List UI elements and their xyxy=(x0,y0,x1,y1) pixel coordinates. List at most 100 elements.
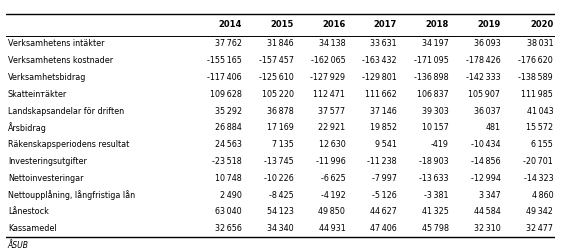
Text: -163 432: -163 432 xyxy=(362,56,397,65)
Text: 63 040: 63 040 xyxy=(215,207,242,216)
Text: -12 994: -12 994 xyxy=(471,174,500,183)
Text: -5 126: -5 126 xyxy=(373,190,397,200)
Text: 111 985: 111 985 xyxy=(521,90,553,99)
Text: Verksamhetens kostnader: Verksamhetens kostnader xyxy=(8,56,113,65)
Text: ÅSUB: ÅSUB xyxy=(8,241,29,250)
Text: 2018: 2018 xyxy=(425,20,449,29)
Text: 47 406: 47 406 xyxy=(370,224,397,233)
Text: Verksamhetsbidrag: Verksamhetsbidrag xyxy=(8,73,86,82)
Text: -178 426: -178 426 xyxy=(466,56,500,65)
Text: -3 381: -3 381 xyxy=(424,190,449,200)
Text: -6 625: -6 625 xyxy=(321,174,346,183)
Text: -127 929: -127 929 xyxy=(310,73,346,82)
Text: -162 065: -162 065 xyxy=(311,56,346,65)
Text: -142 333: -142 333 xyxy=(466,73,500,82)
Text: 37 762: 37 762 xyxy=(215,40,242,48)
Text: -14 323: -14 323 xyxy=(523,174,553,183)
Text: 37 146: 37 146 xyxy=(370,106,397,116)
Text: 2016: 2016 xyxy=(322,20,346,29)
Text: 9 541: 9 541 xyxy=(375,140,397,149)
Text: -129 801: -129 801 xyxy=(362,73,397,82)
Text: 54 123: 54 123 xyxy=(267,207,294,216)
Text: -155 165: -155 165 xyxy=(207,56,242,65)
Text: 105 907: 105 907 xyxy=(468,90,500,99)
Text: -157 457: -157 457 xyxy=(259,56,294,65)
Text: -7 997: -7 997 xyxy=(372,174,397,183)
Text: 36 093: 36 093 xyxy=(473,40,500,48)
Text: 3 347: 3 347 xyxy=(479,190,500,200)
Text: 481: 481 xyxy=(485,124,500,132)
Text: 7 135: 7 135 xyxy=(272,140,294,149)
Text: -125 610: -125 610 xyxy=(259,73,294,82)
Text: 4 860: 4 860 xyxy=(532,190,553,200)
Text: 32 477: 32 477 xyxy=(526,224,553,233)
Text: -14 856: -14 856 xyxy=(471,157,500,166)
Text: 44 627: 44 627 xyxy=(370,207,397,216)
Text: -13 745: -13 745 xyxy=(264,157,294,166)
Text: -23 518: -23 518 xyxy=(212,157,242,166)
Text: 38 031: 38 031 xyxy=(527,40,553,48)
Text: 33 631: 33 631 xyxy=(370,40,397,48)
Text: 45 798: 45 798 xyxy=(422,224,449,233)
Text: -138 589: -138 589 xyxy=(518,73,553,82)
Text: 111 662: 111 662 xyxy=(365,90,397,99)
Text: -11 996: -11 996 xyxy=(316,157,346,166)
Text: 49 342: 49 342 xyxy=(526,207,553,216)
Text: 2015: 2015 xyxy=(270,20,294,29)
Text: Nettoupplåning, långfristiga lån: Nettoupplåning, långfristiga lån xyxy=(8,190,135,200)
Text: 12 630: 12 630 xyxy=(319,140,346,149)
Text: 105 220: 105 220 xyxy=(261,90,294,99)
Text: -136 898: -136 898 xyxy=(414,73,449,82)
Text: 15 572: 15 572 xyxy=(526,124,553,132)
Text: 34 197: 34 197 xyxy=(422,40,449,48)
Text: 10 157: 10 157 xyxy=(422,124,449,132)
Text: 109 628: 109 628 xyxy=(210,90,242,99)
Text: -117 406: -117 406 xyxy=(208,73,242,82)
Text: 112 471: 112 471 xyxy=(314,90,346,99)
Text: 32 310: 32 310 xyxy=(473,224,500,233)
Text: Landskapsandelar för driften: Landskapsandelar för driften xyxy=(8,106,124,116)
Text: -4 192: -4 192 xyxy=(321,190,346,200)
Text: -419: -419 xyxy=(431,140,449,149)
Text: -171 095: -171 095 xyxy=(414,56,449,65)
Text: 19 852: 19 852 xyxy=(370,124,397,132)
Text: -176 620: -176 620 xyxy=(518,56,553,65)
Text: 32 656: 32 656 xyxy=(215,224,242,233)
Text: 44 584: 44 584 xyxy=(473,207,500,216)
Text: Nettoinvesteringar: Nettoinvesteringar xyxy=(8,174,84,183)
Text: -13 633: -13 633 xyxy=(419,174,449,183)
Text: 2020: 2020 xyxy=(530,20,553,29)
Text: 6 155: 6 155 xyxy=(531,140,553,149)
Text: -11 238: -11 238 xyxy=(367,157,397,166)
Text: Verksamhetens intäkter: Verksamhetens intäkter xyxy=(8,40,104,48)
Text: 2 490: 2 490 xyxy=(220,190,242,200)
Text: Skatteinтäkter: Skatteinтäkter xyxy=(8,90,67,99)
Text: -8 425: -8 425 xyxy=(269,190,294,200)
Text: Räkenskapsperiodens resultat: Räkenskapsperiodens resultat xyxy=(8,140,129,149)
Text: 36 037: 36 037 xyxy=(473,106,500,116)
Text: 26 884: 26 884 xyxy=(215,124,242,132)
Text: 34 138: 34 138 xyxy=(319,40,346,48)
Text: 2019: 2019 xyxy=(477,20,500,29)
Text: 24 563: 24 563 xyxy=(215,140,242,149)
Text: 35 292: 35 292 xyxy=(215,106,242,116)
Text: -18 903: -18 903 xyxy=(419,157,449,166)
Text: -10 434: -10 434 xyxy=(471,140,500,149)
Text: 49 850: 49 850 xyxy=(319,207,346,216)
Text: 37 577: 37 577 xyxy=(318,106,346,116)
Text: 2017: 2017 xyxy=(374,20,397,29)
Text: 31 846: 31 846 xyxy=(267,40,294,48)
Text: 44 931: 44 931 xyxy=(319,224,346,233)
Text: 2014: 2014 xyxy=(219,20,242,29)
Text: 10 748: 10 748 xyxy=(215,174,242,183)
Text: 39 303: 39 303 xyxy=(422,106,449,116)
Text: 41 325: 41 325 xyxy=(422,207,449,216)
Text: 106 837: 106 837 xyxy=(417,90,449,99)
Text: 34 340: 34 340 xyxy=(267,224,294,233)
Text: Årsbidrag: Årsbidrag xyxy=(8,122,47,133)
Text: 22 921: 22 921 xyxy=(318,124,346,132)
Text: -10 226: -10 226 xyxy=(264,174,294,183)
Text: Investeringsutgifter: Investeringsutgifter xyxy=(8,157,87,166)
Text: 41 043: 41 043 xyxy=(527,106,553,116)
Text: -20 701: -20 701 xyxy=(523,157,553,166)
